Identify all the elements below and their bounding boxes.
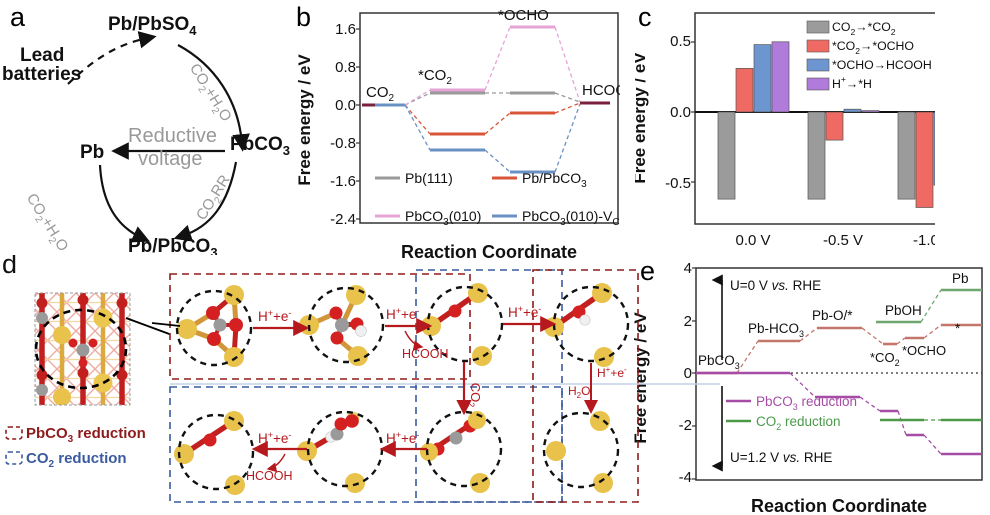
- svg-text:PbCO3(010)-VCO3: PbCO3(010)-VCO3: [522, 208, 620, 228]
- svg-text:H2O: H2O: [568, 384, 590, 400]
- svg-text:CO2: CO2: [466, 383, 483, 408]
- svg-text:Pb/PbCO3: Pb/PbCO3: [522, 170, 587, 190]
- svg-text:-0.8: -0.8: [330, 135, 356, 152]
- svg-text:-2.4: -2.4: [330, 211, 356, 228]
- svg-text:H++e-: H++e-: [508, 304, 541, 320]
- svg-text:Lead: Lead: [20, 45, 64, 66]
- svg-text:Reductive: Reductive: [128, 125, 217, 147]
- svg-text:-1.0 V: -1.0 V: [913, 232, 935, 249]
- svg-text:0.0: 0.0: [670, 104, 691, 121]
- svg-text:voltage: voltage: [138, 148, 203, 170]
- svg-text:Pb(111): Pb(111): [405, 170, 453, 186]
- svg-text:*CO2: *CO2: [418, 67, 452, 87]
- svg-text:*CO2→*OCHO: *CO2→*OCHO: [832, 39, 914, 56]
- svg-text:CO2: CO2: [366, 84, 395, 104]
- svg-text:HCOOH: HCOOH: [402, 347, 449, 361]
- svg-text:0.8: 0.8: [335, 59, 356, 76]
- svg-text:Pb/PbCO3: Pb/PbCO3: [128, 236, 218, 255]
- svg-text:Free energy / eV: Free energy / eV: [295, 54, 314, 186]
- svg-text:Free energy / eV: Free energy / eV: [635, 52, 649, 184]
- svg-text:Pb: Pb: [80, 142, 104, 163]
- svg-text:PbCO3(010): PbCO3(010): [405, 208, 481, 228]
- svg-text:HCOOH: HCOOH: [582, 82, 620, 99]
- svg-text:CO2RR: CO2RR: [193, 172, 236, 225]
- svg-text:H++e-: H++e-: [597, 365, 627, 380]
- svg-text:0.5: 0.5: [670, 33, 691, 50]
- svg-text:H++e-: H++e-: [386, 306, 419, 322]
- svg-text:0.0 V: 0.0 V: [735, 232, 770, 249]
- svg-text:-1.6: -1.6: [330, 173, 356, 190]
- svg-text:HCOOH: HCOOH: [246, 469, 293, 483]
- svg-text:H++e-: H++e-: [386, 430, 419, 446]
- svg-text:0.0: 0.0: [335, 97, 356, 114]
- svg-text:batteries: batteries: [2, 64, 81, 85]
- svg-text:H+→*H: H+→*H: [832, 74, 872, 91]
- svg-text:-0.5 V: -0.5 V: [823, 232, 863, 249]
- svg-text:-0.5: -0.5: [665, 175, 691, 192]
- svg-text:CO2+H2O: CO2+H2O: [20, 190, 71, 255]
- svg-text:CO2→*CO2: CO2→*CO2: [832, 20, 896, 37]
- svg-text:*OCHO: *OCHO: [498, 7, 549, 24]
- svg-text:*OCHO→HCOOH: *OCHO→HCOOH: [832, 58, 932, 72]
- svg-text:H++e-: H++e-: [258, 308, 291, 324]
- svg-text:d: d: [2, 255, 17, 279]
- svg-text:CO2 reduction: CO2 reduction: [26, 450, 127, 470]
- svg-text:1.6: 1.6: [335, 21, 356, 38]
- svg-text:Pb/PbSO4: Pb/PbSO4: [108, 14, 197, 38]
- svg-text:H++e-: H++e-: [258, 430, 291, 446]
- svg-text:PbCO3 reduction: PbCO3 reduction: [26, 425, 146, 445]
